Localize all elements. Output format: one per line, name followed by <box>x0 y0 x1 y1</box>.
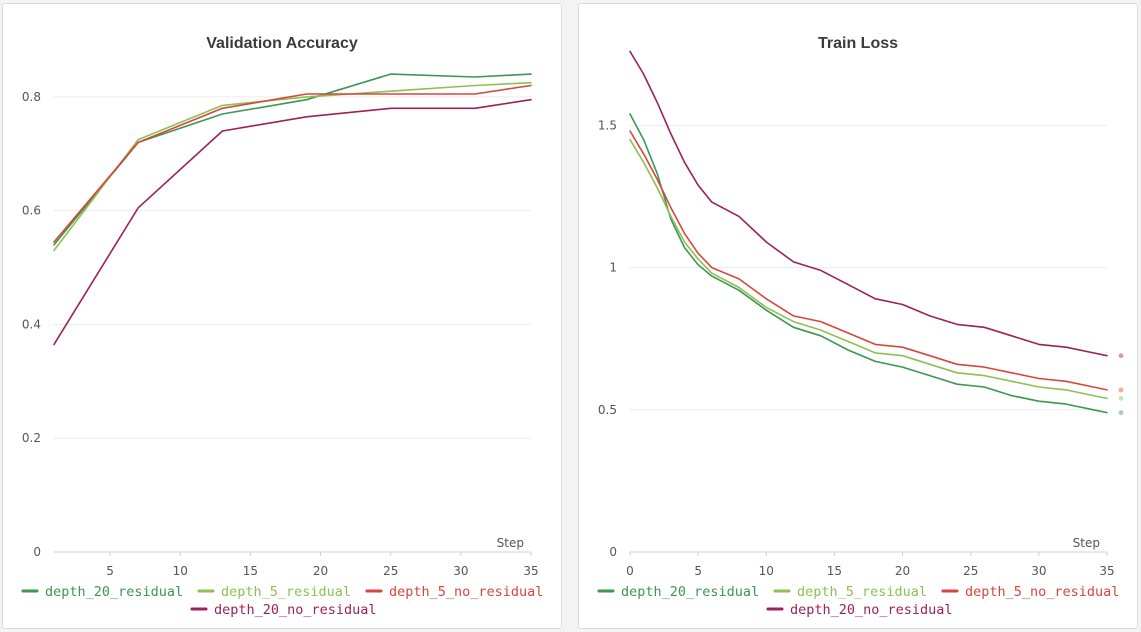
y-tick-label: 0.2 <box>22 431 41 445</box>
legend-label: depth_5_no_residual <box>389 584 543 600</box>
x-axis-label: Step <box>1073 536 1100 550</box>
legend-item-depth-5-no-residual[interactable]: depth_5_no_residual <box>941 584 1119 600</box>
y-tick-label: 0 <box>33 545 41 559</box>
series-end-marker <box>1118 387 1124 393</box>
legend-item-depth-20-residual[interactable]: depth_20_residual <box>21 584 183 600</box>
chart-title: Validation Accuracy <box>206 35 358 52</box>
x-tick-label: 10 <box>759 564 774 578</box>
chart-title: Train Loss <box>818 35 898 52</box>
validation-accuracy-chart: Validation Accuracy 0 0.2 0.4 0.6 0.8 5 10 15 20… <box>21 35 543 618</box>
x-tick-label: 15 <box>827 564 842 578</box>
legend-label: depth_20_residual <box>621 584 759 600</box>
y-tick-label: 0 <box>609 545 617 559</box>
legend-item-depth-20-no-residual[interactable]: depth_20_no_residual <box>190 602 377 618</box>
legend-label: depth_20_residual <box>45 584 183 600</box>
x-tick-label: 15 <box>243 564 258 578</box>
x-tick-label: 0 <box>626 564 634 578</box>
x-axis-label: Step <box>497 536 524 550</box>
legend-label: depth_20_no_residual <box>790 602 953 618</box>
y-tick-label: 0.8 <box>22 90 41 104</box>
y-tick-label: 0.5 <box>598 403 617 417</box>
legend-item-depth-5-residual[interactable]: depth_5_residual <box>197 584 351 600</box>
x-tick-label: 5 <box>106 564 114 578</box>
legend-item-depth-20-residual[interactable]: depth_20_residual <box>597 584 759 600</box>
series-line-depth-20-residual[interactable] <box>629 113 1108 414</box>
x-tick-label: 35 <box>523 564 538 578</box>
legend-label: depth_5_residual <box>221 584 351 600</box>
series-line-depth-5-no-residual[interactable] <box>53 84 532 243</box>
x-tick-label: 10 <box>173 564 188 578</box>
series-end-marker <box>1118 410 1124 416</box>
x-tick-label: 25 <box>383 564 398 578</box>
series-line-depth-5-no-residual[interactable] <box>629 130 1108 391</box>
series-line-depth-5-residual[interactable] <box>629 138 1108 400</box>
series-line-depth-5-residual[interactable] <box>53 81 532 252</box>
series-end-marker <box>1118 396 1124 401</box>
validation-accuracy-panel: Validation Accuracy 0 0.2 0.4 0.6 0.8 5 10 15 20… <box>2 3 562 629</box>
x-tick-label: 20 <box>895 564 910 578</box>
legend-label: depth_5_no_residual <box>965 584 1119 600</box>
y-tick-label: 1.5 <box>598 118 617 132</box>
legend-item-depth-20-no-residual[interactable]: depth_20_no_residual <box>766 602 953 618</box>
y-tick-label: 0.6 <box>22 204 41 218</box>
x-tick-label: 20 <box>313 564 328 578</box>
x-tick-label: 30 <box>1031 564 1046 578</box>
legend-item-depth-5-residual[interactable]: depth_5_residual <box>773 584 927 600</box>
legend-label: depth_20_no_residual <box>214 602 377 618</box>
series-line-depth-20-residual[interactable] <box>53 73 532 246</box>
series-line-depth-20-no-residual[interactable] <box>629 50 1108 357</box>
x-tick-label: 25 <box>963 564 978 578</box>
train-loss-chart: Train Loss 0 0.5 1 1.5 0 5 10 15 20 25 30 35 Step d… <box>597 35 1124 618</box>
x-tick-label: 30 <box>453 564 468 578</box>
y-tick-label: 0.4 <box>22 317 41 331</box>
legend-label: depth_5_residual <box>797 584 927 600</box>
legend-item-depth-5-no-residual[interactable]: depth_5_no_residual <box>365 584 543 600</box>
x-tick-label: 5 <box>694 564 702 578</box>
train-loss-panel: Train Loss 0 0.5 1 1.5 0 5 10 15 20 25 30 35 Step d… <box>578 3 1138 629</box>
y-tick-label: 1 <box>609 261 617 275</box>
series-line-depth-20-no-residual[interactable] <box>53 98 532 346</box>
x-tick-label: 35 <box>1099 564 1114 578</box>
series-end-marker <box>1118 353 1124 359</box>
